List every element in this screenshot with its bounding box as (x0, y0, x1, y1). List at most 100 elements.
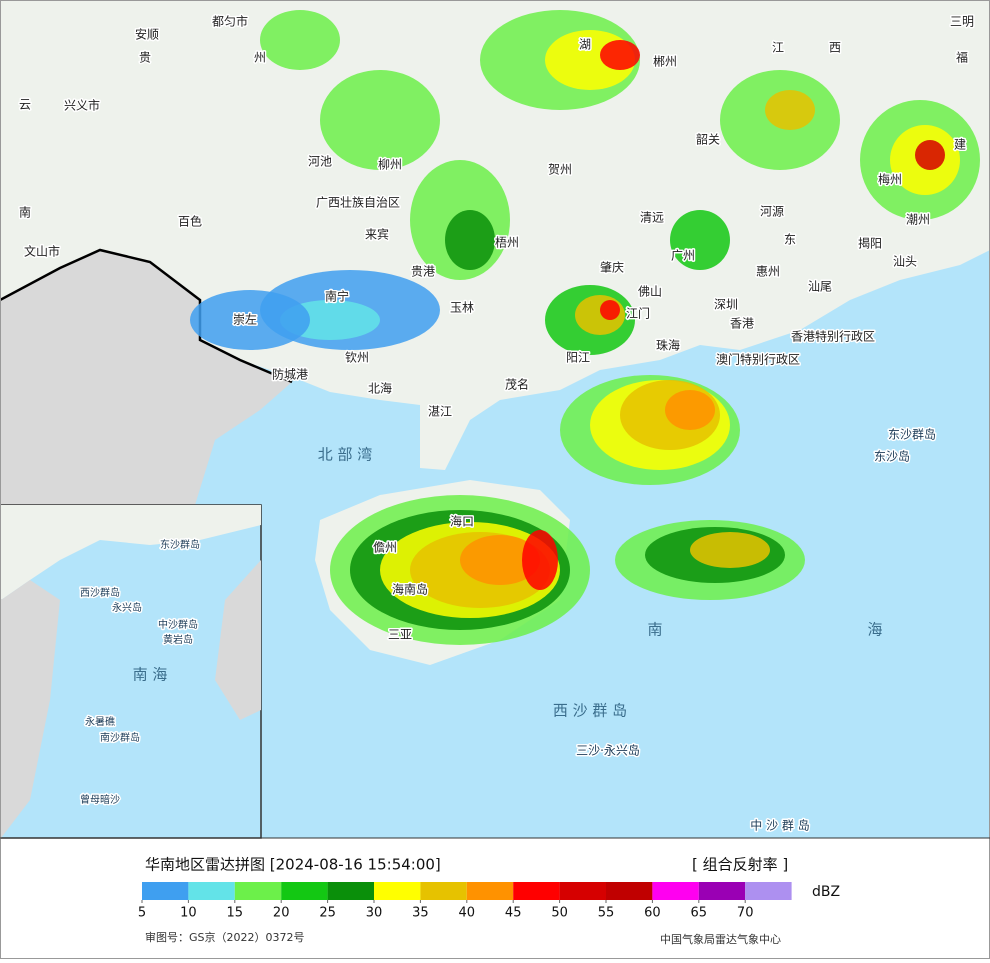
legend-tick-label: 35 (412, 906, 429, 921)
place-label: 三明 (950, 15, 974, 29)
inset-label: 西沙群岛 (80, 586, 120, 599)
radar-echoes (60, 10, 980, 645)
place-label: 湛江 (428, 405, 452, 419)
legend-tick-label: 60 (644, 906, 661, 921)
place-label: 河池 (308, 155, 332, 169)
place-label: 建 (954, 138, 966, 152)
place-label: 韶关 (696, 132, 720, 147)
place-label: 贺州 (548, 163, 572, 177)
radar-echo (445, 210, 495, 270)
legend-swatch (327, 882, 374, 900)
place-label: 三沙·永兴岛 (576, 743, 640, 758)
legend-tick-label: 70 (737, 906, 754, 921)
place-label: 西 沙 群 岛 (553, 702, 627, 720)
radar-echo (600, 40, 640, 70)
place-label: 北海 (368, 381, 392, 396)
place-label: 河源 (760, 205, 784, 219)
place-label: 东 (784, 233, 796, 247)
place-label: 安顺 (135, 27, 159, 42)
credit: 中国气象局雷达气象中心 (660, 932, 781, 946)
legend-swatch (698, 882, 746, 900)
place-label: 梅州 (878, 172, 902, 187)
place-label: 钦州 (345, 351, 369, 365)
place-label: 香港 (730, 317, 754, 331)
place-label: 防城港 (272, 367, 308, 382)
border (0, 248, 293, 384)
radar-echo (765, 90, 815, 130)
place-label: 百色 (178, 215, 202, 229)
place-label: 文山市 (24, 244, 60, 259)
place-label: 北 部 湾 (318, 446, 373, 464)
legend-tick-label: 65 (691, 906, 708, 921)
place-label: 云 (19, 98, 31, 112)
place-label: 江门 (626, 306, 650, 321)
place-label: 海南岛 (392, 582, 428, 597)
place-label: 兴义市 (64, 98, 100, 113)
radar-echo (915, 140, 945, 170)
place-label: 玉林 (450, 301, 474, 315)
legend-swatch (513, 882, 560, 900)
place-label: 佛山 (638, 285, 662, 299)
legend-swatch (606, 882, 653, 900)
legend-product: [ 组合反射率 ] (692, 856, 788, 874)
color-bar: 5 10 15 20 25 30 35 40 45 50 55 60 65 70 (138, 882, 792, 921)
legend-swatch (420, 882, 467, 900)
place-label: 三亚 (388, 628, 412, 642)
place-label: 阳江 (566, 351, 590, 365)
legend-swatch (374, 882, 421, 900)
place-label: 儋州 (373, 541, 397, 555)
inset-label: 南沙群岛 (100, 731, 140, 744)
legend-tick-label: 50 (551, 906, 568, 921)
legend-swatch (188, 882, 235, 900)
inset-label: 黄岩岛 (163, 633, 193, 646)
approval-number: 审图号：GS京（2022）0372号 (145, 930, 305, 944)
place-label: 贵 (139, 51, 151, 65)
place-label: 来宾 (365, 227, 389, 242)
place-label: 南 (647, 621, 662, 639)
inset-label: 南 海 (133, 666, 168, 684)
place-label: 海口 (450, 514, 474, 529)
place-label: 南宁 (325, 289, 349, 304)
place-label: 湖 (579, 37, 591, 52)
place-label: 州 (254, 51, 266, 65)
inset-label: 永兴岛 (112, 601, 142, 614)
place-label: 深圳 (714, 298, 738, 312)
legend-tick-label: 45 (505, 906, 522, 921)
radar-echo (670, 210, 730, 270)
radar-echo (690, 532, 770, 568)
foreign-land (0, 250, 292, 505)
place-label: 柳州 (378, 158, 402, 172)
place-label: 贵港 (411, 265, 435, 279)
place-label: 汕头 (893, 255, 917, 269)
place-label: 东沙群岛 (888, 427, 936, 442)
radar-echo (260, 10, 340, 70)
radar-echo (600, 300, 620, 320)
legend-tick-label: 20 (273, 906, 290, 921)
place-label: 茂名 (505, 377, 529, 392)
inset-land (1, 505, 261, 600)
legend-tick-label: 15 (227, 906, 244, 921)
place-label: 郴州 (653, 55, 677, 69)
place-label: 海 (867, 621, 882, 639)
place-label: 广西壮族自治区 (316, 196, 400, 210)
legend-tick-label: 25 (319, 906, 336, 921)
inset-foreign-land (215, 560, 261, 720)
place-label: 中 沙 群 岛 (750, 818, 809, 833)
place-label: 惠州 (756, 265, 780, 279)
radar-echo (522, 530, 558, 590)
place-label: 江 (772, 41, 784, 55)
legend-swatch (142, 882, 189, 900)
place-label: 揭阳 (858, 236, 882, 251)
place-label: 广州 (671, 249, 695, 263)
place-label: 潮州 (906, 212, 930, 227)
place-label: 清远 (640, 211, 664, 225)
place-label: 都匀市 (212, 14, 248, 29)
place-label: 南 (19, 205, 31, 220)
legend-swatch (234, 882, 282, 900)
place-label: 澳门特别行政区 (716, 352, 800, 367)
legend-tick-label: 40 (459, 906, 476, 921)
place-label: 香港特别行政区 (791, 329, 875, 344)
